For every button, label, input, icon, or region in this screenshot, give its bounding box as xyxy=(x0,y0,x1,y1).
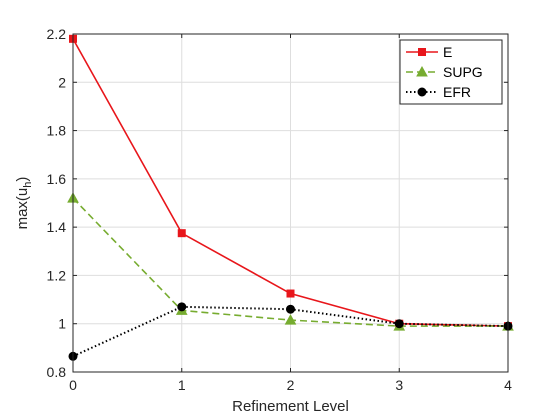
legend-marker xyxy=(418,48,426,56)
y-axis-label: max(uh) xyxy=(14,177,34,230)
y-tick-label: 1.8 xyxy=(47,123,67,139)
legend-marker xyxy=(417,87,427,97)
legend: E SUPG EFR xyxy=(399,39,503,105)
x-tick-labels: 0 1 2 3 4 xyxy=(69,377,512,393)
legend-label: E xyxy=(443,44,452,60)
data-point xyxy=(394,319,404,329)
x-tick-label: 2 xyxy=(287,377,295,393)
y-axis-label-close: ) xyxy=(14,177,31,182)
legend-label: EFR xyxy=(443,84,471,100)
x-axis-label: Refinement Level xyxy=(232,398,349,415)
x-tick-label: 3 xyxy=(395,377,403,393)
legend-item-efr: EFR xyxy=(406,84,471,100)
data-point xyxy=(284,314,297,325)
series-layer xyxy=(67,34,514,361)
legend-item-e: E xyxy=(406,44,452,60)
y-axis-label-main: max(u xyxy=(14,188,31,230)
data-point xyxy=(177,229,186,238)
data-point xyxy=(286,289,295,298)
x-tick-label: 4 xyxy=(504,377,512,393)
y-tick-label: 1.6 xyxy=(47,171,67,187)
y-tick-label: 2.2 xyxy=(47,26,67,42)
y-tick-labels: 0.8 1 1.2 1.4 1.6 1.8 2 2.2 xyxy=(47,26,67,380)
x-tick-label: 1 xyxy=(178,377,186,393)
x-tick-label: 0 xyxy=(69,377,77,393)
y-axis-label-subscript: h xyxy=(22,182,34,188)
legend-label: SUPG xyxy=(443,64,483,80)
y-tick-label: 0.8 xyxy=(47,364,67,380)
data-point xyxy=(286,304,295,314)
legend-marker xyxy=(416,65,428,77)
y-tick-label: 2 xyxy=(58,74,66,90)
legend-item-supg: SUPG xyxy=(406,64,483,80)
data-point xyxy=(177,302,187,312)
y-tick-label: 1.4 xyxy=(47,219,67,235)
y-tick-label: 1.2 xyxy=(47,267,67,283)
y-tick-label: 1 xyxy=(58,316,66,332)
series-efr xyxy=(68,302,513,361)
plot-frame xyxy=(72,33,509,373)
